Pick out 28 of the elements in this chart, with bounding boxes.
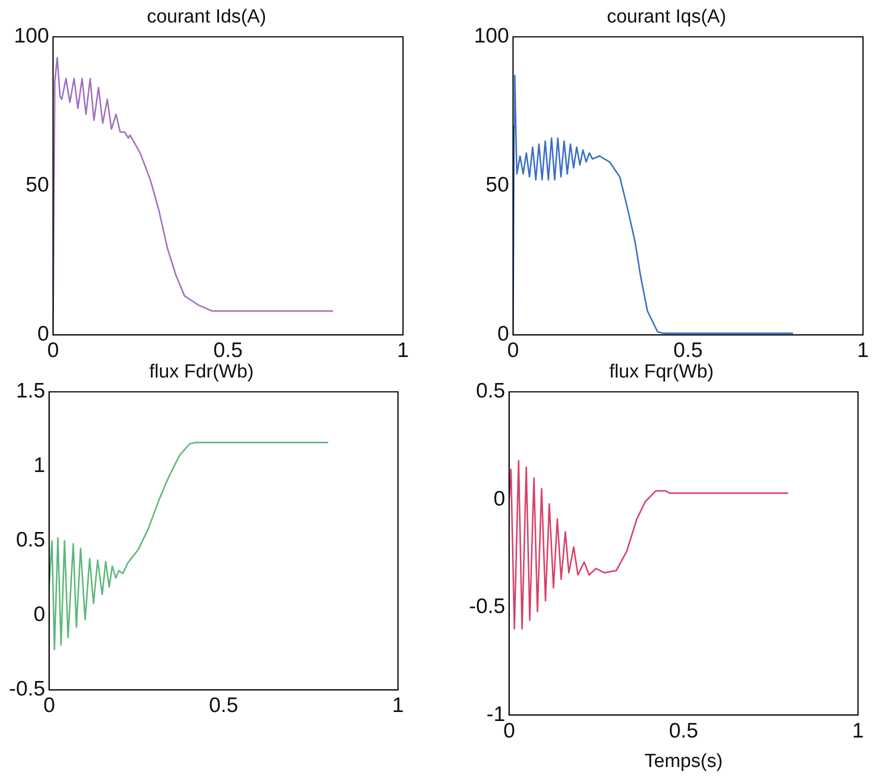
chart-title: flux Fdr(Wb): [149, 362, 254, 383]
y-tick-label: -0.5: [469, 595, 506, 618]
x-tick-label: 0.5: [668, 719, 698, 742]
x-tick-label: 1: [392, 694, 404, 718]
y-tick-label: 0: [497, 322, 510, 346]
y-tick-label: 0: [34, 603, 46, 626]
chart-title: flux Fqr(Wb): [609, 362, 714, 383]
y-tick-label: -1: [486, 702, 506, 726]
y-tick-label: 0.5: [476, 380, 506, 403]
y-tick-label: 1.5: [16, 380, 46, 403]
x-tick-label: 0.5: [213, 339, 243, 362]
y-tick-label: 1: [34, 454, 46, 478]
chart-title: courant Iqs(A): [606, 6, 726, 28]
y-tick-label: 50: [26, 174, 50, 197]
x-tick-label: 0.5: [673, 339, 703, 362]
x-tick-label: 1: [397, 339, 409, 362]
x-axis-title: Temps(s): [644, 750, 723, 772]
y-tick-label: 0: [494, 487, 506, 510]
y-tick-label: 0.5: [16, 528, 46, 552]
y-tick-label: -0.5: [9, 678, 46, 701]
y-tick-label: 50: [486, 174, 510, 197]
x-tick-label: 1: [852, 719, 864, 742]
x-tick-label: 1: [857, 339, 869, 362]
y-tick-label: 100: [14, 24, 50, 48]
x-tick-label: 0.5: [208, 694, 238, 718]
y-tick-label: 0: [37, 322, 50, 346]
chart-title: courant Ids(A): [146, 6, 266, 28]
y-tick-label: 100: [474, 24, 510, 48]
